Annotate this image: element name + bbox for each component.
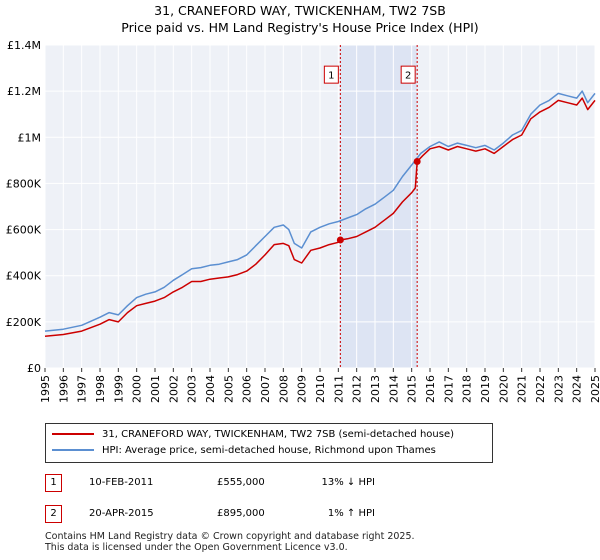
transaction-price: £895,000 [217, 508, 265, 519]
x-tick-label: 2024 [571, 375, 584, 403]
sale-point-marker [336, 236, 344, 244]
hpi-series-line [44, 90, 596, 332]
x-tick-label: 2019 [479, 375, 492, 403]
legend-item-property: 31, CRANEFORD WAY, TWICKENHAM, TW2 7SB (… [52, 428, 454, 442]
x-tick-label: 2004 [204, 375, 217, 403]
x-tick-label: 1996 [57, 375, 70, 403]
y-tick-label: £1M [18, 131, 42, 144]
legend-swatch-property [52, 433, 94, 435]
legend-item-hpi: HPI: Average price, semi-detached house,… [52, 444, 436, 458]
x-tick-label: 2009 [296, 375, 309, 403]
x-tick-label: 1998 [94, 375, 107, 403]
annotation-badge-label: 2 [405, 71, 411, 82]
x-tick-label: 2023 [552, 375, 565, 403]
footer: Contains HM Land Registry data © Crown c… [45, 531, 415, 553]
footer-licence: This data is licensed under the Open Gov… [45, 542, 348, 553]
y-tick-label: £600K [6, 224, 42, 237]
legend: 31, CRANEFORD WAY, TWICKENHAM, TW2 7SB (… [45, 423, 493, 463]
legend-label-property: 31, CRANEFORD WAY, TWICKENHAM, TW2 7SB (… [102, 429, 454, 440]
x-tick-label: 2017 [442, 375, 455, 403]
legend-swatch-hpi [52, 449, 94, 451]
chart-subtitle: Price paid vs. HM Land Registry's House … [121, 20, 479, 35]
x-tick-label: 2015 [406, 375, 419, 403]
transaction-date: 10-FEB-2011 [89, 477, 154, 488]
footer-copyright: Contains HM Land Registry data © Crown c… [45, 531, 415, 542]
chart-title: 31, CRANEFORD WAY, TWICKENHAM, TW2 7SB [154, 3, 446, 18]
transaction-number-badge: 1 [45, 474, 62, 492]
x-tick-label: 2016 [424, 375, 437, 403]
transaction-hpi-diff: 1% ↑ HPI [327, 508, 375, 519]
x-tick-label: 2001 [149, 375, 162, 403]
x-tick-label: 2003 [186, 375, 199, 403]
x-tick-label: 2008 [277, 375, 290, 403]
x-tick-label: 2020 [497, 375, 510, 403]
y-tick-label: £400K [6, 270, 42, 283]
x-tick-label: 2007 [259, 375, 272, 403]
x-tick-label: 1995 [39, 375, 52, 403]
x-tick-label: 2000 [131, 375, 144, 403]
transaction-price: £555,000 [217, 477, 265, 488]
y-tick-label: £1.2M [7, 85, 41, 98]
legend-label-hpi: HPI: Average price, semi-detached house,… [102, 445, 436, 456]
x-tick-label: 2018 [461, 375, 474, 403]
annotation-badge [400, 65, 416, 84]
x-tick-label: 2013 [369, 375, 382, 403]
y-tick-label: £200K [6, 316, 42, 329]
shaded-ownership-region [340, 45, 418, 368]
x-tick-label: 2011 [332, 375, 345, 403]
price-chart: £0 £200K £400K £600K £800K £1M £1.2M £1.4M 1995 1… [6, 39, 600, 403]
x-tick-label: 2006 [241, 375, 254, 403]
y-tick-label: £1.4M [7, 39, 41, 52]
x-tick-label: 2010 [314, 375, 327, 403]
annotation-badge [323, 65, 339, 84]
x-tick-label: 2025 [589, 375, 600, 403]
annotation-badge-label: 1 [328, 71, 334, 82]
x-tick-label: 1999 [112, 375, 125, 403]
transaction-number-badge: 2 [45, 505, 62, 523]
x-tick-label: 2014 [387, 375, 400, 403]
x-tick-label: 2021 [516, 375, 529, 403]
x-tick-label: 2005 [222, 375, 235, 403]
transaction-hpi-diff: 13% ↓ HPI [321, 477, 375, 488]
x-tick-label: 1997 [76, 375, 89, 403]
transaction-date: 20-APR-2015 [89, 508, 154, 519]
y-tick-label: £800K [6, 177, 42, 190]
y-tick-label: £0 [27, 362, 41, 375]
sale-point-marker [413, 158, 421, 166]
x-tick-label: 2002 [167, 375, 180, 403]
x-tick-label: 2022 [534, 375, 547, 403]
x-tick-label: 2012 [351, 375, 364, 403]
